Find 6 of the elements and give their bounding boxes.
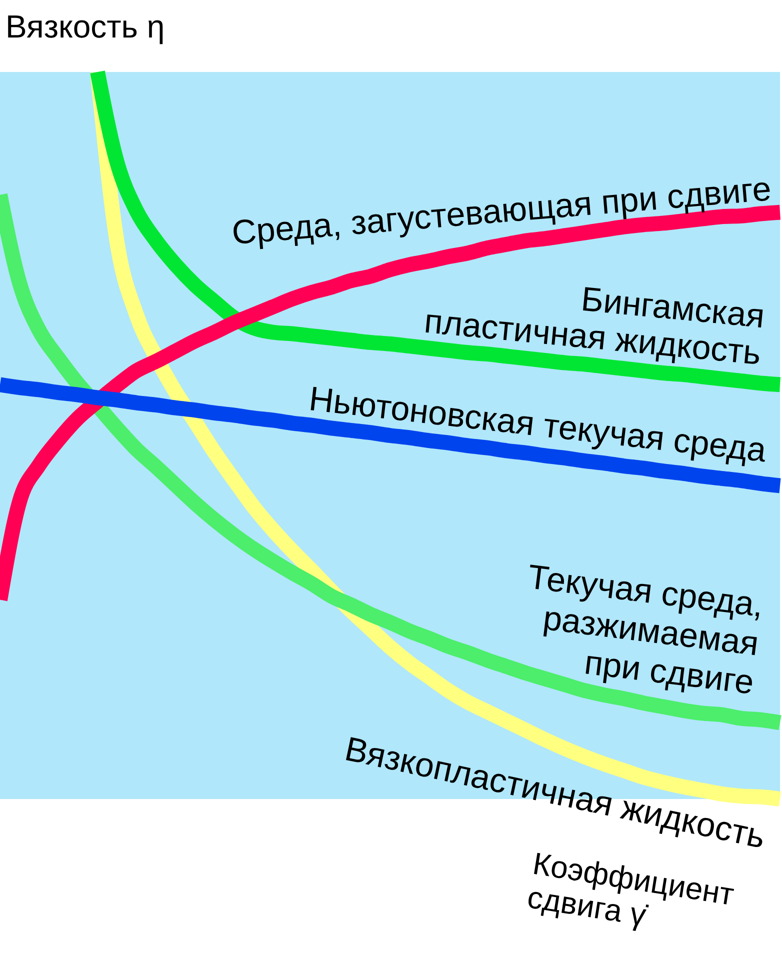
x-axis-title: Коэффициент сдвига γ̇ [525,846,736,933]
series-label: Среда, загустевающая при сдвиге [230,170,773,252]
text: Бингамская пластичная жидкость [422,280,766,373]
text: Текучая среда, разжимаемая при сдвиге [526,558,766,702]
y-axis-title: Вязкость η [6,8,165,44]
text: Ньютоновская текучая среда [307,380,768,470]
